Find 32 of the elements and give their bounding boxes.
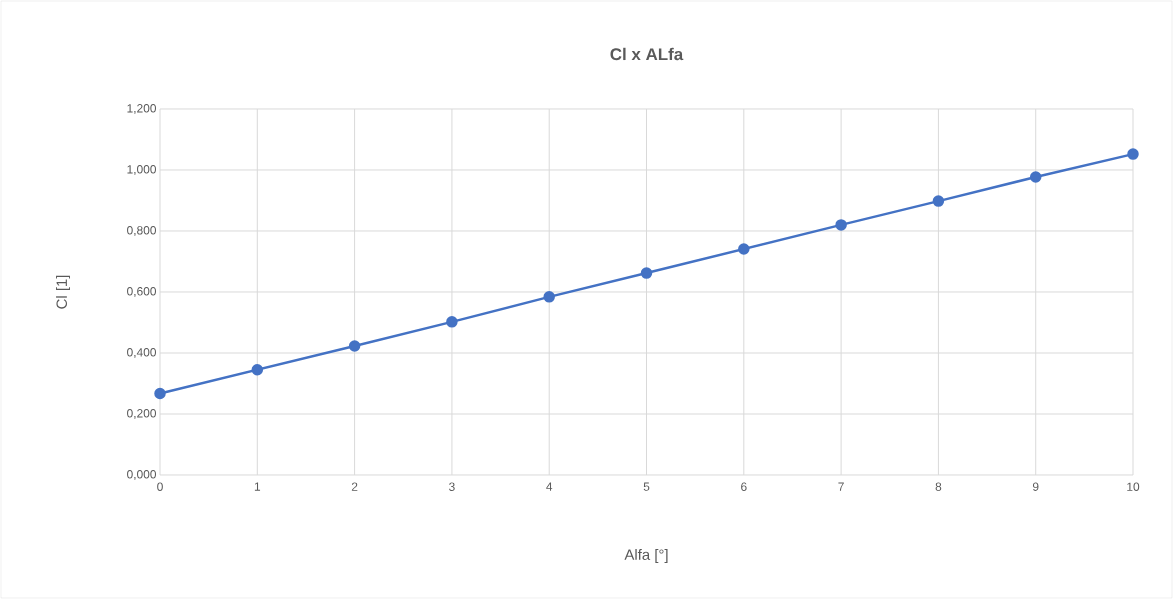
x-tick-label: 9 bbox=[1032, 482, 1039, 491]
point bbox=[446, 316, 458, 328]
y-tick-label: 0,400 bbox=[127, 348, 157, 358]
x-tick-label: 7 bbox=[838, 482, 844, 491]
x-axis-title: Alfa [°] bbox=[624, 549, 668, 563]
y-tick-label: 1,000 bbox=[127, 165, 157, 175]
point bbox=[348, 340, 361, 352]
x-tick-label: 3 bbox=[449, 482, 455, 491]
x-tick-label: 6 bbox=[741, 482, 747, 491]
x-tick-label: 8 bbox=[935, 482, 942, 491]
x-tick-label: 10 bbox=[1127, 482, 1140, 491]
x-tick-label: 2 bbox=[351, 482, 358, 491]
y-tick-label: 0,600 bbox=[127, 287, 157, 297]
chart-title: Cl x ALfa bbox=[610, 47, 684, 61]
point bbox=[640, 267, 653, 279]
x-tick-label: 1 bbox=[254, 482, 261, 491]
point bbox=[251, 364, 264, 376]
x-tick-label: 0 bbox=[157, 482, 163, 491]
point bbox=[1029, 171, 1042, 183]
y-axis-title: Cl [1] bbox=[56, 275, 70, 309]
x-tick-label: 5 bbox=[643, 482, 650, 491]
point bbox=[738, 243, 750, 255]
y-tick-label: 0,200 bbox=[127, 409, 157, 419]
point bbox=[835, 219, 847, 231]
y-tick-label: 1,200 bbox=[127, 104, 157, 114]
point bbox=[932, 195, 945, 207]
y-tick-label: 0,800 bbox=[127, 226, 157, 236]
x-tick-label: 4 bbox=[546, 482, 553, 491]
point bbox=[543, 291, 555, 303]
point bbox=[154, 387, 166, 400]
y-tick-label: 0,000 bbox=[127, 470, 157, 480]
point bbox=[1127, 148, 1139, 160]
